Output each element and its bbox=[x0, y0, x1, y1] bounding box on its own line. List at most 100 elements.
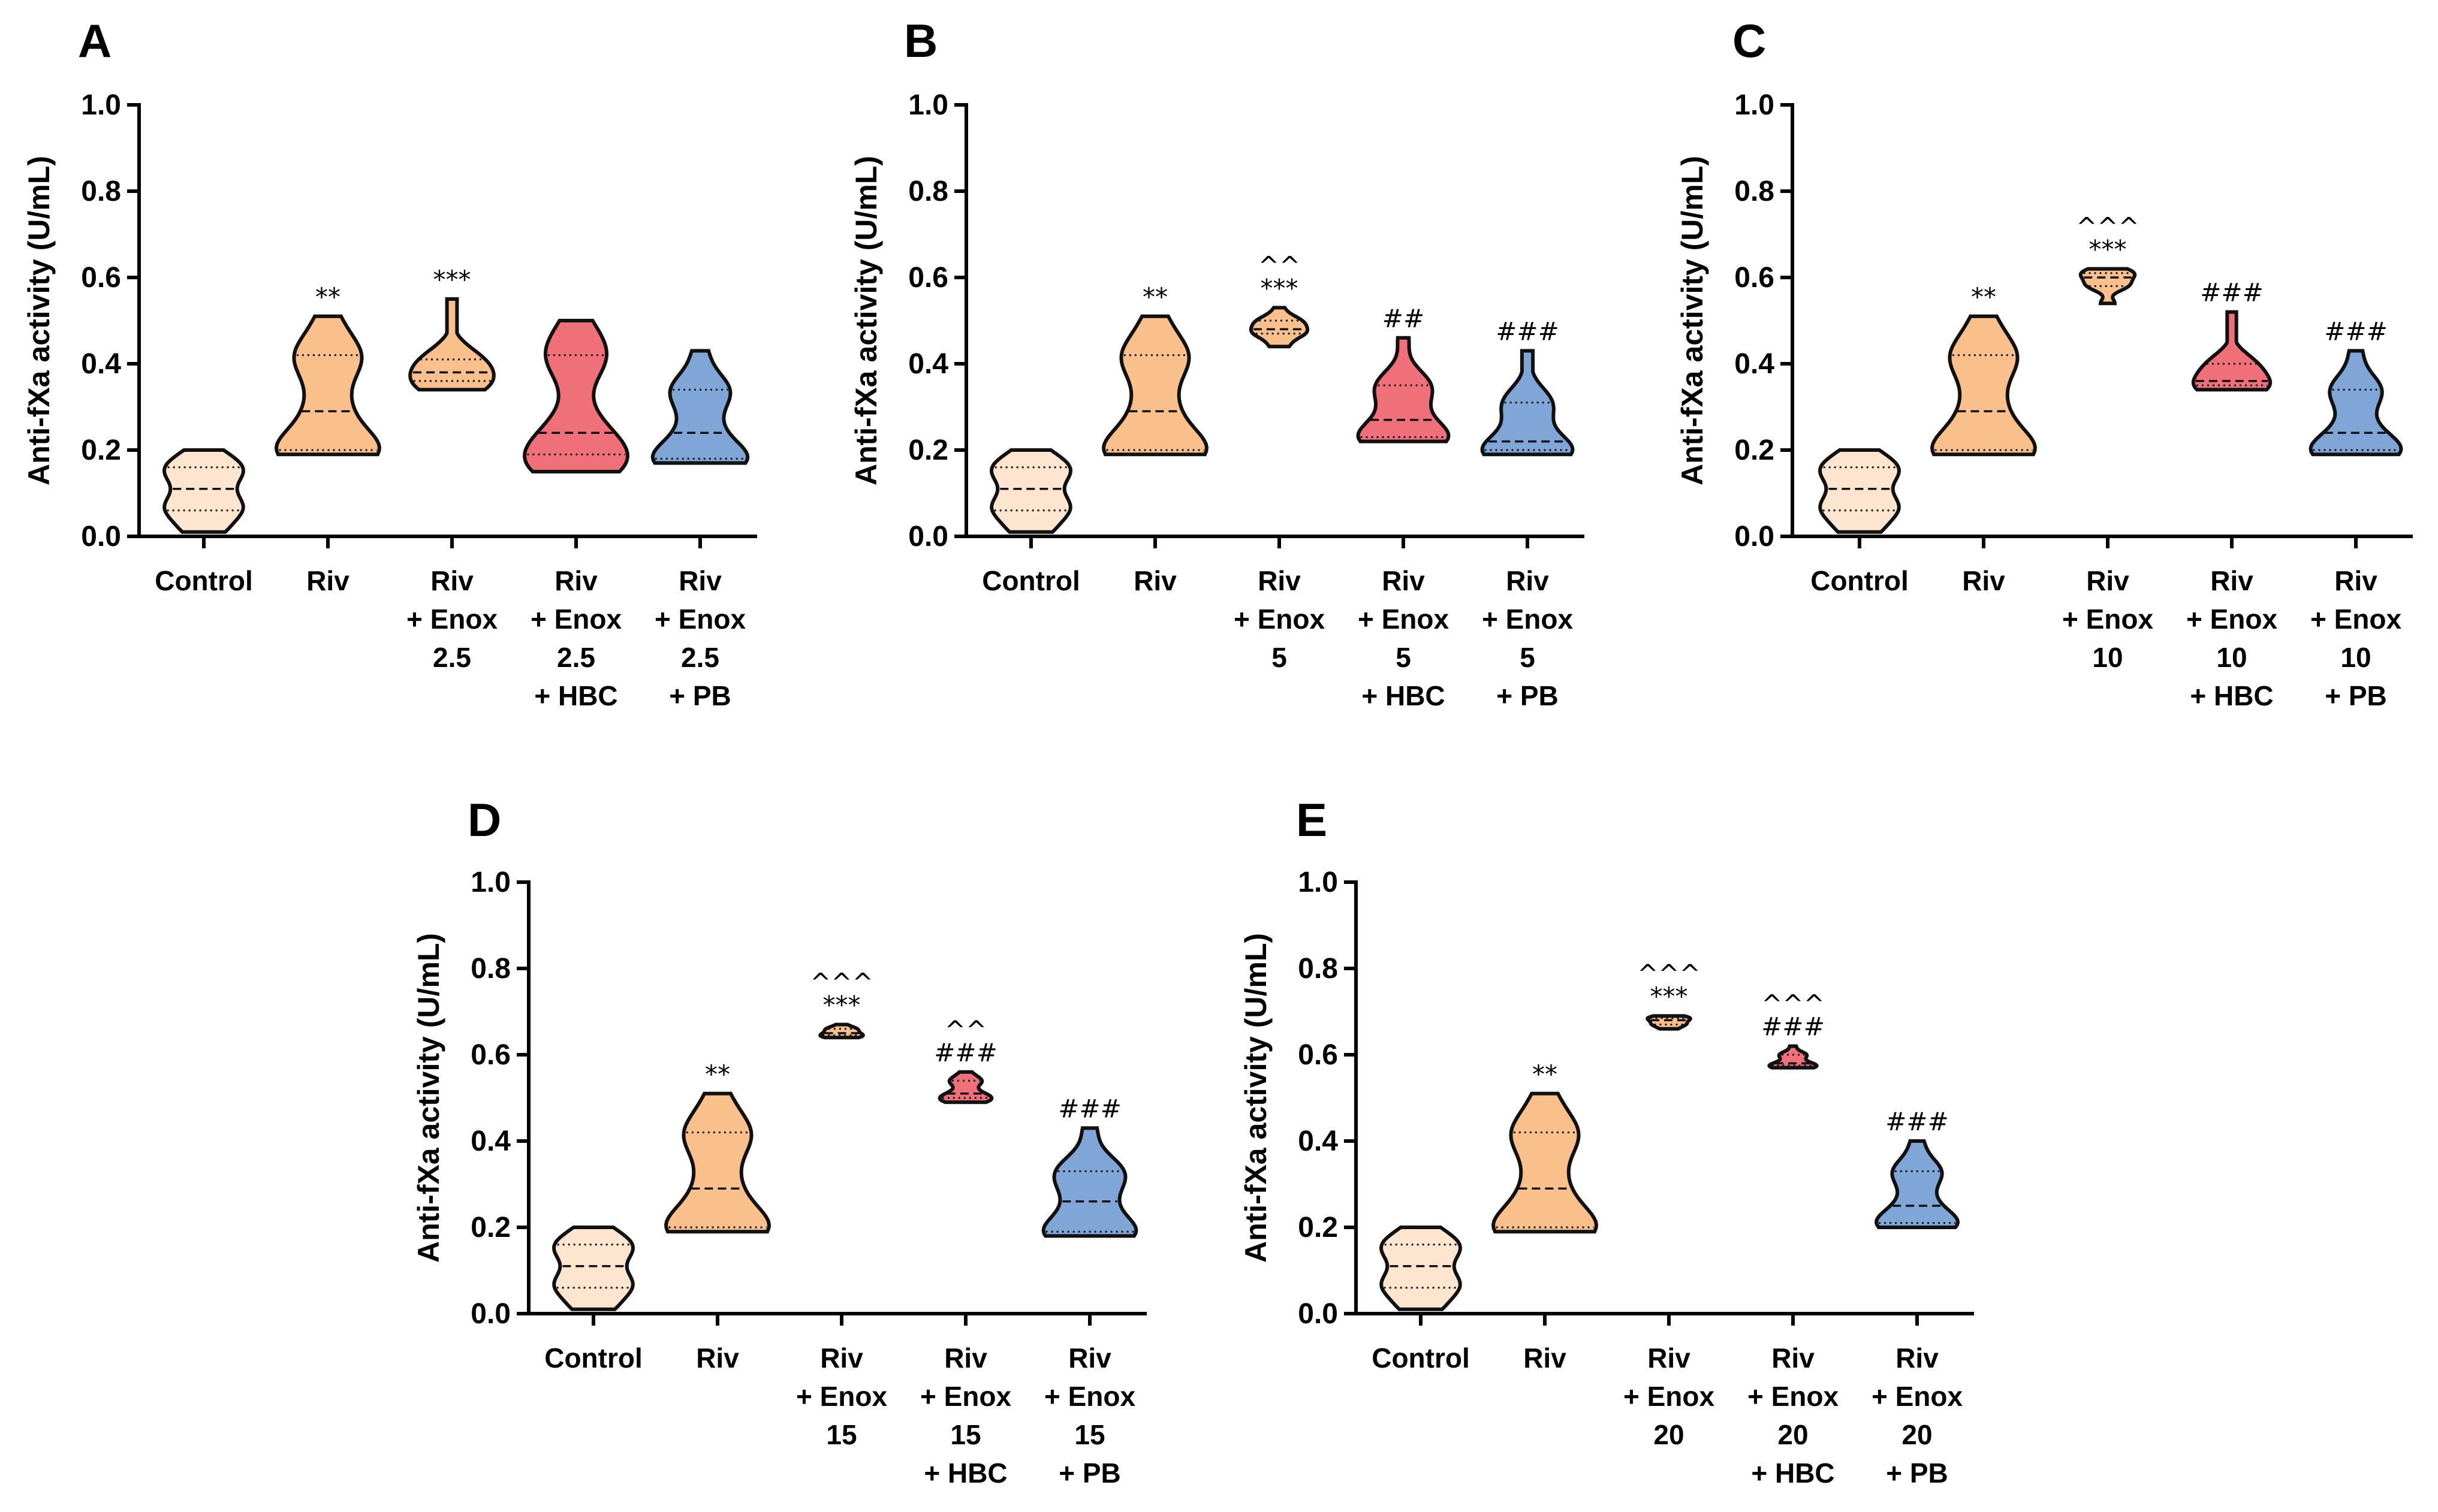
y-tick-label: 0.2 bbox=[1734, 434, 1774, 466]
category-label: + Enox bbox=[2062, 603, 2154, 635]
violin-body bbox=[274, 314, 382, 457]
violin-body bbox=[989, 448, 1073, 534]
y-tick-label: 0.6 bbox=[471, 1039, 511, 1071]
y-tick-label: 0.2 bbox=[471, 1212, 511, 1244]
significance-label: ## bbox=[1382, 304, 1424, 333]
significance-label: ** bbox=[705, 1060, 730, 1089]
significance-label: ** bbox=[1532, 1060, 1557, 1089]
category-label: Riv bbox=[679, 565, 722, 596]
category-label: 20 bbox=[1777, 1419, 1808, 1450]
category-label: Riv bbox=[554, 565, 598, 596]
y-tick-label: 0.6 bbox=[908, 262, 948, 294]
category-label: 10 bbox=[2340, 642, 2371, 673]
category-label: + Enox bbox=[655, 603, 746, 635]
significance-label: *** bbox=[823, 991, 861, 1020]
panel-b: B Anti-fXa activity (U/mL) 0.0 0.2 0.4 0.6 0.8… bbox=[849, 14, 1584, 711]
y-tick-label: 1.0 bbox=[908, 89, 948, 121]
violin-body bbox=[650, 349, 750, 465]
significance-label: ^^^ bbox=[1761, 989, 1825, 1019]
y-tick-label: 0.8 bbox=[908, 176, 948, 207]
category-label: + HBC bbox=[2190, 680, 2273, 711]
y-tick-label: 0.4 bbox=[908, 348, 948, 380]
category-label: + PB bbox=[1059, 1457, 1121, 1489]
category-label: 2.5 bbox=[433, 642, 471, 673]
violin-body bbox=[2191, 310, 2273, 392]
category-label: + HBC bbox=[534, 680, 617, 711]
category-label: + HBC bbox=[1751, 1457, 1834, 1489]
category-label: + Enox bbox=[1044, 1381, 1136, 1412]
category-label: 15 bbox=[950, 1419, 981, 1450]
violin-body bbox=[1101, 314, 1209, 457]
category-label: 5 bbox=[1271, 642, 1287, 673]
category-label: Riv bbox=[1258, 565, 1301, 596]
violin-body bbox=[664, 1091, 772, 1234]
category-label: Riv bbox=[306, 565, 349, 596]
y-tick-label: 0.4 bbox=[1298, 1125, 1338, 1157]
y-tick-label: 1.0 bbox=[471, 867, 511, 898]
y-tick-label: 0.8 bbox=[1298, 953, 1338, 985]
category-label: Riv bbox=[2086, 565, 2129, 596]
category-label: + Enox bbox=[406, 603, 498, 635]
category-label: + PB bbox=[1496, 680, 1559, 711]
category-label: Riv bbox=[1962, 565, 2005, 596]
significance-label: ^^ bbox=[1258, 251, 1300, 280]
y-tick-label: 0.8 bbox=[1734, 176, 1774, 207]
significance-label: ### bbox=[2200, 278, 2264, 307]
category-label: Control bbox=[982, 565, 1080, 596]
panel-letter: C bbox=[1732, 14, 1766, 67]
violin-body bbox=[818, 1022, 865, 1040]
category-label: 15 bbox=[826, 1419, 857, 1450]
category-label: 10 bbox=[2216, 642, 2247, 673]
category-label: + PB bbox=[1886, 1457, 1948, 1489]
significance-label: ^^ bbox=[945, 1015, 987, 1045]
violin-body bbox=[522, 319, 630, 473]
category-label: 5 bbox=[1396, 642, 1411, 673]
category-label: + HBC bbox=[924, 1457, 1007, 1489]
y-tick-label: 0.8 bbox=[81, 176, 121, 207]
category-label: 15 bbox=[1074, 1419, 1105, 1450]
category-label: Riv bbox=[430, 565, 474, 596]
significance-label: ** bbox=[1143, 282, 1168, 312]
panel-a: A Anti-fXa activity (U/mL) 0.0 0.2 0.4 0.6 0.8… bbox=[22, 14, 757, 711]
panel-d: D Anti-fXa activity (U/mL) 0.0 0.2 0.4 0.6 0.8… bbox=[412, 793, 1147, 1489]
y-axis-label: Anti-fXa activity (U/mL) bbox=[22, 156, 56, 485]
category-label: + Enox bbox=[2310, 603, 2402, 635]
violin-body bbox=[1930, 314, 2038, 457]
category-label: + PB bbox=[669, 680, 731, 711]
y-tick-label: 0.6 bbox=[81, 262, 121, 294]
y-tick-label: 1.0 bbox=[81, 89, 121, 121]
y-axis-label: Anti-fXa activity (U/mL) bbox=[1675, 156, 1709, 485]
category-label: Control bbox=[155, 565, 253, 596]
significance-label: *** bbox=[1650, 982, 1688, 1011]
category-label: + Enox bbox=[1234, 603, 1325, 635]
significance-label: ### bbox=[1496, 316, 1559, 346]
significance-label: ### bbox=[1761, 1012, 1825, 1042]
panel-letter: B bbox=[904, 14, 938, 67]
y-axis-label: Anti-fXa activity (U/mL) bbox=[849, 156, 883, 485]
category-label: + Enox bbox=[1482, 603, 1574, 635]
category-label: + Enox bbox=[1623, 1381, 1715, 1412]
violin-body bbox=[552, 1226, 635, 1311]
category-label: + Enox bbox=[1747, 1381, 1839, 1412]
y-axis-label: Anti-fXa activity (U/mL) bbox=[1239, 933, 1273, 1263]
category-label: Riv bbox=[696, 1342, 739, 1374]
y-axis-label: Anti-fXa activity (U/mL) bbox=[412, 933, 445, 1263]
y-tick-label: 0.8 bbox=[471, 953, 511, 985]
category-label: 10 bbox=[2092, 642, 2123, 673]
panel-letter: A bbox=[78, 14, 111, 67]
category-label: + Enox bbox=[1358, 603, 1449, 635]
y-tick-label: 0.0 bbox=[471, 1298, 511, 1330]
violin-body bbox=[938, 1070, 994, 1104]
violin-body bbox=[408, 297, 496, 392]
y-tick-label: 0.4 bbox=[81, 348, 121, 380]
y-tick-label: 0.2 bbox=[908, 434, 948, 466]
significance-label: *** bbox=[1261, 273, 1298, 303]
category-label: + Enox bbox=[1872, 1381, 1963, 1412]
violin-body bbox=[1379, 1226, 1463, 1311]
category-label: + Enox bbox=[531, 603, 622, 635]
category-label: + Enox bbox=[796, 1381, 888, 1412]
category-label: 20 bbox=[1653, 1419, 1684, 1450]
panel-c: C Anti-fXa activity (U/mL) 0.0 0.2 0.4 0.6 0.8… bbox=[1675, 14, 2413, 711]
category-label: Riv bbox=[1647, 1342, 1690, 1374]
